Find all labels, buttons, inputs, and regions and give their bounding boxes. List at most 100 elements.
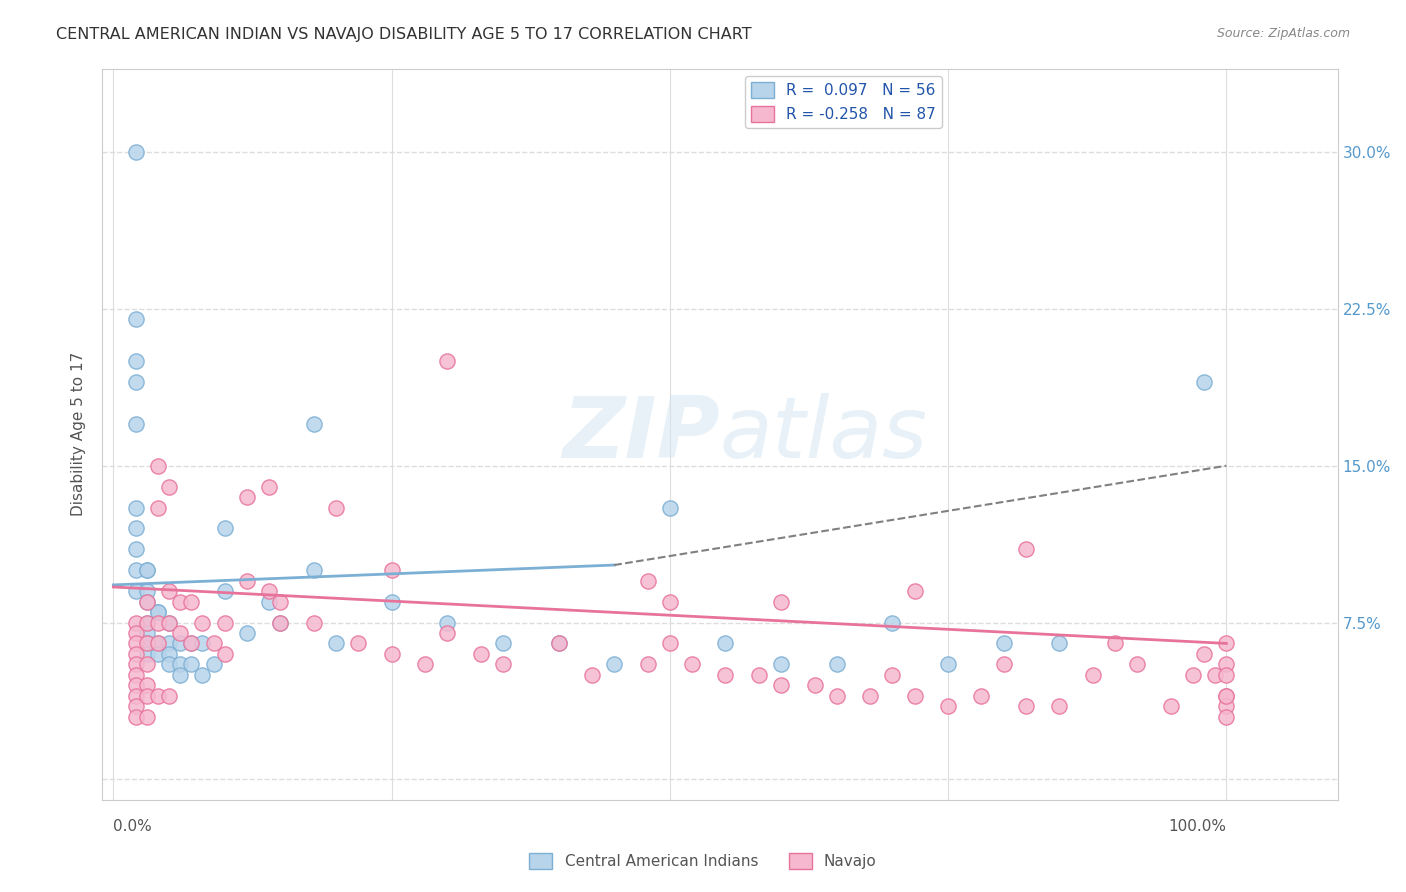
- Point: [135, 584, 157, 599]
- Point: [169, 626, 191, 640]
- Point: [124, 678, 146, 692]
- Point: [1015, 542, 1038, 557]
- Point: [135, 636, 157, 650]
- Point: [993, 657, 1015, 672]
- Point: [1215, 667, 1237, 681]
- Point: [135, 678, 157, 692]
- Point: [1204, 667, 1226, 681]
- Point: [1215, 657, 1237, 672]
- Point: [1160, 699, 1182, 714]
- Point: [146, 458, 169, 473]
- Point: [825, 689, 848, 703]
- Point: [904, 584, 927, 599]
- Point: [1015, 699, 1038, 714]
- Point: [146, 689, 169, 703]
- Point: [492, 657, 515, 672]
- Point: [547, 636, 569, 650]
- Point: [214, 647, 236, 661]
- Point: [214, 521, 236, 535]
- Point: [970, 689, 993, 703]
- Point: [214, 584, 236, 599]
- Point: [381, 563, 404, 577]
- Point: [269, 615, 291, 630]
- Point: [236, 574, 259, 588]
- Point: [169, 594, 191, 608]
- Point: [180, 636, 202, 650]
- Point: [169, 636, 191, 650]
- Point: [658, 636, 681, 650]
- Point: [124, 312, 146, 326]
- Point: [124, 699, 146, 714]
- Point: [658, 594, 681, 608]
- Point: [124, 626, 146, 640]
- Point: [135, 709, 157, 723]
- Text: atlas: atlas: [720, 392, 928, 475]
- Point: [180, 636, 202, 650]
- Point: [236, 490, 259, 504]
- Legend: R =  0.097   N = 56, R = -0.258   N = 87: R = 0.097 N = 56, R = -0.258 N = 87: [745, 76, 942, 128]
- Point: [124, 375, 146, 389]
- Point: [124, 647, 146, 661]
- Point: [603, 657, 626, 672]
- Point: [135, 657, 157, 672]
- Point: [124, 563, 146, 577]
- Point: [146, 605, 169, 619]
- Point: [1047, 699, 1070, 714]
- Point: [1081, 667, 1104, 681]
- Point: [1215, 636, 1237, 650]
- Point: [124, 689, 146, 703]
- Point: [124, 417, 146, 431]
- Point: [904, 689, 927, 703]
- Point: [135, 563, 157, 577]
- Point: [157, 584, 180, 599]
- Point: [825, 657, 848, 672]
- Point: [714, 636, 737, 650]
- Point: [770, 594, 793, 608]
- Point: [658, 500, 681, 515]
- Point: [1192, 647, 1215, 661]
- Point: [302, 417, 325, 431]
- Point: [269, 594, 291, 608]
- Point: [1215, 689, 1237, 703]
- Point: [169, 657, 191, 672]
- Point: [157, 647, 180, 661]
- Point: [859, 689, 882, 703]
- Point: [347, 636, 370, 650]
- Point: [1126, 657, 1149, 672]
- Point: [748, 667, 770, 681]
- Point: [1192, 375, 1215, 389]
- Y-axis label: Disability Age 5 to 17: Disability Age 5 to 17: [72, 352, 86, 516]
- Point: [157, 480, 180, 494]
- Text: Source: ZipAtlas.com: Source: ZipAtlas.com: [1216, 27, 1350, 40]
- Point: [770, 657, 793, 672]
- Point: [124, 521, 146, 535]
- Point: [492, 636, 515, 650]
- Point: [146, 500, 169, 515]
- Point: [1047, 636, 1070, 650]
- Point: [157, 689, 180, 703]
- Point: [581, 667, 603, 681]
- Point: [191, 667, 214, 681]
- Point: [124, 636, 146, 650]
- Point: [936, 657, 959, 672]
- Point: [436, 626, 458, 640]
- Point: [124, 500, 146, 515]
- Point: [146, 636, 169, 650]
- Point: [470, 647, 492, 661]
- Point: [135, 689, 157, 703]
- Point: [146, 647, 169, 661]
- Point: [146, 605, 169, 619]
- Point: [302, 563, 325, 577]
- Point: [180, 657, 202, 672]
- Point: [124, 615, 146, 630]
- Point: [325, 500, 347, 515]
- Point: [436, 354, 458, 368]
- Point: [803, 678, 825, 692]
- Point: [1104, 636, 1126, 650]
- Point: [124, 354, 146, 368]
- Point: [1215, 709, 1237, 723]
- Legend: Central American Indians, Navajo: Central American Indians, Navajo: [523, 847, 883, 875]
- Point: [936, 699, 959, 714]
- Point: [1215, 689, 1237, 703]
- Point: [135, 636, 157, 650]
